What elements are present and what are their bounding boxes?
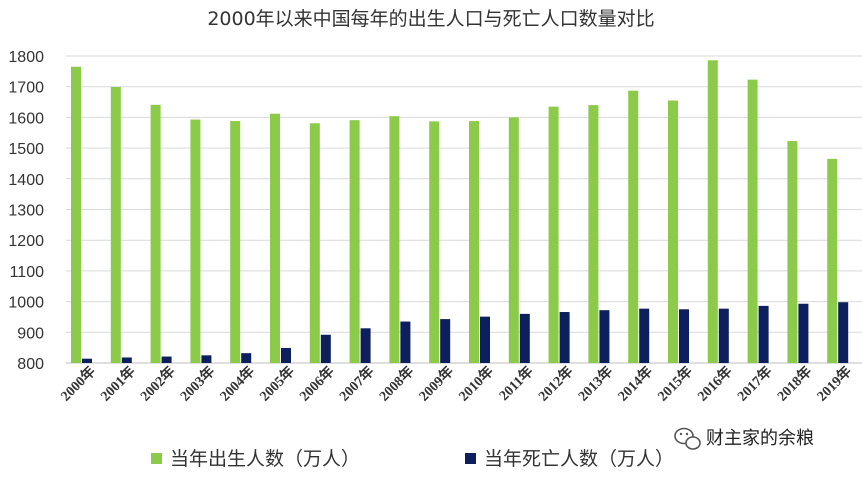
y-tick-label: 1000 [8,295,44,312]
bar-births [548,106,559,363]
y-axis: 800 900 1000 1100 1200 1300 1400 1500 1600 1700 18… [8,49,44,373]
bar-deaths [281,347,291,363]
x-tick-label: 2014年 [614,363,656,405]
y-tick-label: 1400 [8,172,44,189]
x-tick-label: 2008年 [376,363,418,405]
bar-deaths [161,356,172,363]
watermark: 财主家的余粮 [674,427,814,450]
bar-births [270,113,280,363]
bar-deaths [400,321,411,363]
y-tick-label: 800 [17,356,44,373]
x-tick-label: 2009年 [415,363,457,405]
bar-births [309,123,320,363]
bar-births [230,121,241,363]
x-tick-label: 2007年 [336,363,378,405]
bar-deaths [718,308,729,363]
wechat-icon [674,427,701,450]
x-tick-label: 2011年 [495,363,536,404]
legend-swatch-deaths [465,453,476,464]
legend-swatch-births [151,453,162,464]
x-tick-label: 2012年 [535,363,577,405]
bar-deaths [519,313,530,363]
bar-deaths [480,316,490,363]
bar-births [827,158,838,363]
bar-deaths [121,357,132,363]
bar-deaths [440,319,451,363]
bar-births [787,141,798,363]
chart-title: 2000年以来中国每年的出生人口与死亡人口数量对比 [207,8,654,30]
y-tick-label: 1200 [8,233,44,250]
bar-deaths [241,353,252,363]
x-tick-label: 2018年 [774,363,816,405]
x-tick-label: 2002年 [137,363,179,405]
bar-deaths [82,358,92,363]
x-tick-label: 2013年 [575,363,617,405]
bar-deaths [360,328,371,363]
x-tick-label: 2003年 [177,363,219,405]
grid-lines [66,55,862,364]
bar-deaths [320,334,331,363]
legend-label-deaths: 当年死亡人数（万人） [484,448,674,470]
y-tick-label: 1800 [8,49,44,66]
y-tick-label: 1100 [10,264,45,281]
bar-deaths [798,303,809,363]
bar-births [508,117,519,364]
bar-deaths [201,355,212,363]
bar-births [349,120,360,364]
bar-births [429,121,440,364]
bar-births [628,90,639,363]
y-tick-label: 900 [17,325,44,342]
bar-deaths [639,308,650,363]
y-tick-label: 1500 [8,141,44,158]
x-tick-label: 2001年 [97,363,139,405]
x-tick-label: 2006年 [296,363,338,405]
x-axis: 2000年 2001年 2002年 2003年 2004年 2005年 2006年 2007年… [57,363,855,405]
bar-births [150,104,161,364]
x-tick-label: 2017年 [734,363,776,405]
bar-births [469,121,479,363]
bar-deaths [838,302,849,363]
x-tick-label: 2000年 [57,363,99,405]
x-tick-label: 2010年 [455,363,497,405]
y-tick-label: 1700 [8,80,44,97]
x-tick-label: 2005年 [256,363,298,405]
y-tick-label: 1300 [8,203,44,220]
bar-births [190,119,201,363]
legend-label-births: 当年出生人数（万人） [170,448,360,470]
bars [71,60,849,364]
y-tick-label: 1600 [8,110,44,127]
bar-deaths [599,310,610,363]
watermark-text: 财主家的余粮 [706,428,814,449]
x-tick-label: 2015年 [654,363,696,405]
bar-births [668,100,678,363]
legend: 当年出生人数（万人） 当年死亡人数（万人） [151,448,674,470]
bar-births [747,79,758,363]
bar-births [707,60,718,363]
bar-deaths [559,312,570,363]
bar-births [71,66,81,364]
x-tick-label: 2004年 [216,363,258,405]
bar-births [110,87,121,363]
x-tick-label: 2016年 [694,363,736,405]
x-tick-label: 2019年 [813,363,855,405]
bar-deaths [679,309,689,363]
bar-deaths [758,305,769,363]
bar-births [389,116,400,363]
bar-births [588,105,599,364]
